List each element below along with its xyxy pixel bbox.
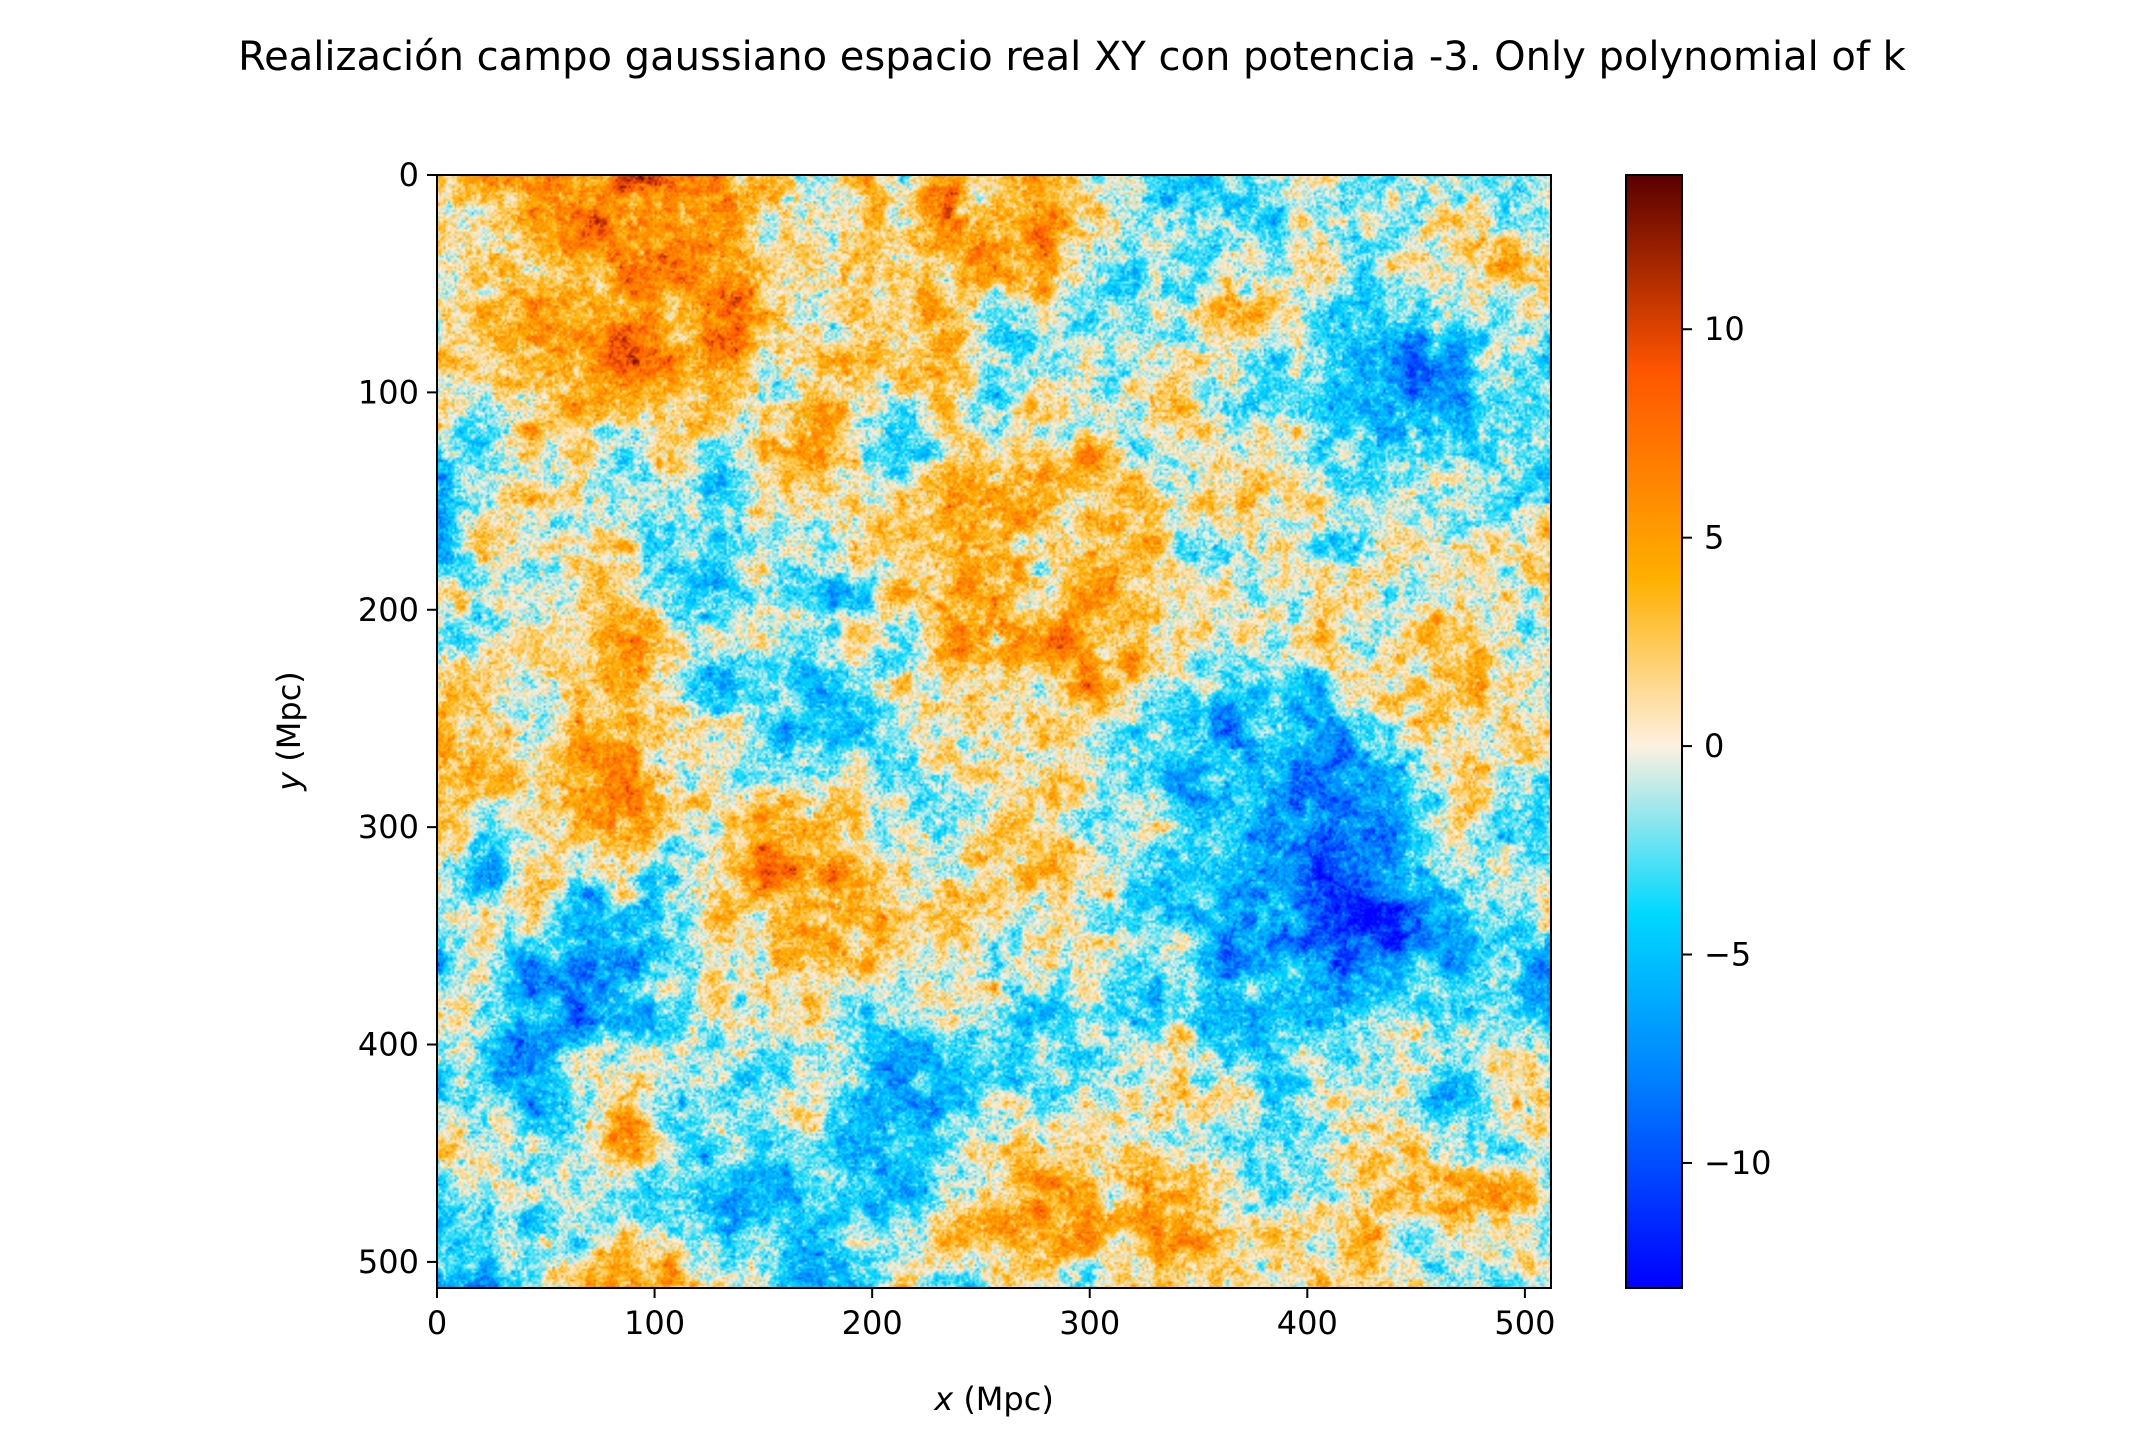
y-tick-label: 100 [358, 373, 419, 411]
x-axis: 0 100 200 300 400 500 [427, 1288, 1555, 1342]
y-tick-label: 300 [358, 808, 419, 846]
colorbar-tick-label: −5 [1704, 936, 1751, 974]
colorbar-tick-label: 0 [1704, 727, 1724, 765]
x-tick-label: 200 [842, 1304, 903, 1342]
colorbar-tick-label: 5 [1704, 519, 1724, 557]
y-tick-label: 500 [358, 1243, 419, 1281]
x-axis-label-var: x [933, 1380, 954, 1418]
x-axis-label-unit: (Mpc) [953, 1380, 1054, 1418]
colorbar-ticks: 10 5 0 −5 −10 [1682, 310, 1772, 1182]
colorbar [1625, 174, 1683, 1289]
x-axis-label: x (Mpc) [933, 1380, 1054, 1418]
colorbar-tick-label: −10 [1704, 1144, 1772, 1182]
y-axis-label-var: y [270, 771, 308, 792]
heatmap-canvas [437, 175, 1551, 1288]
y-tick-label: 200 [358, 591, 419, 629]
x-tick-label: 500 [1494, 1304, 1555, 1342]
plot-frame [436, 174, 1552, 1289]
x-tick-label: 100 [624, 1304, 685, 1342]
y-tick-label: 0 [399, 156, 419, 194]
chart-title: Realización campo gaussiano espacio real… [238, 34, 1907, 80]
x-tick-label: 300 [1059, 1304, 1120, 1342]
y-axis-label-unit: (Mpc) [270, 671, 308, 772]
y-tick-label: 400 [358, 1026, 419, 1064]
y-axis: 0 100 200 300 400 500 [358, 156, 437, 1281]
colorbar-tick-label: 10 [1704, 310, 1745, 348]
x-tick-label: 400 [1277, 1304, 1338, 1342]
y-axis-label: y (Mpc) [270, 671, 308, 792]
x-tick-label: 0 [427, 1304, 447, 1342]
heatmap-area [437, 175, 1551, 1288]
